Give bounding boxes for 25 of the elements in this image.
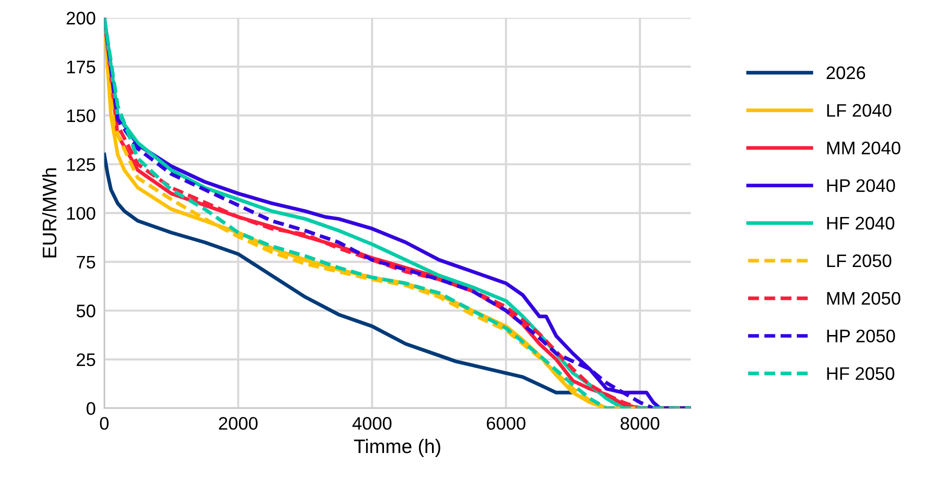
legend-label: HF 2040 <box>827 216 894 230</box>
y-tick-label: 100 <box>67 206 96 220</box>
x-tick-label: 8000 <box>620 417 660 430</box>
x-tick-label: 6000 <box>486 417 526 430</box>
legend-label: MM 2040 <box>827 142 900 154</box>
x-axis-title: Timme (h) <box>354 438 440 458</box>
y-tick-label: 75 <box>76 256 96 269</box>
y-tick-label: 200 <box>66 12 96 25</box>
y-tick-label: 150 <box>67 109 96 122</box>
y-tick-label: 0 <box>86 402 96 415</box>
legend-label: HF 2050 <box>827 367 894 380</box>
x-tick-label: 4000 <box>352 417 392 430</box>
legend-label: HP 2040 <box>827 179 895 192</box>
y-tick-label: 50 <box>76 304 96 318</box>
x-tick-label: 2000 <box>219 417 258 430</box>
legend-label: LF 2040 <box>827 104 892 117</box>
y-tick-label: 175 <box>67 60 96 74</box>
legend-label: MM 2050 <box>827 292 900 305</box>
y-tick-label: 25 <box>76 353 96 366</box>
y-axis-title: EUR/MWh <box>42 168 56 258</box>
x-tick-label: 0 <box>100 417 109 430</box>
y-tick-label: 125 <box>67 158 96 171</box>
legend-label: 2026 <box>826 66 866 80</box>
legend-label: LF 2050 <box>827 254 892 268</box>
legend-label: HP 2050 <box>827 330 895 342</box>
